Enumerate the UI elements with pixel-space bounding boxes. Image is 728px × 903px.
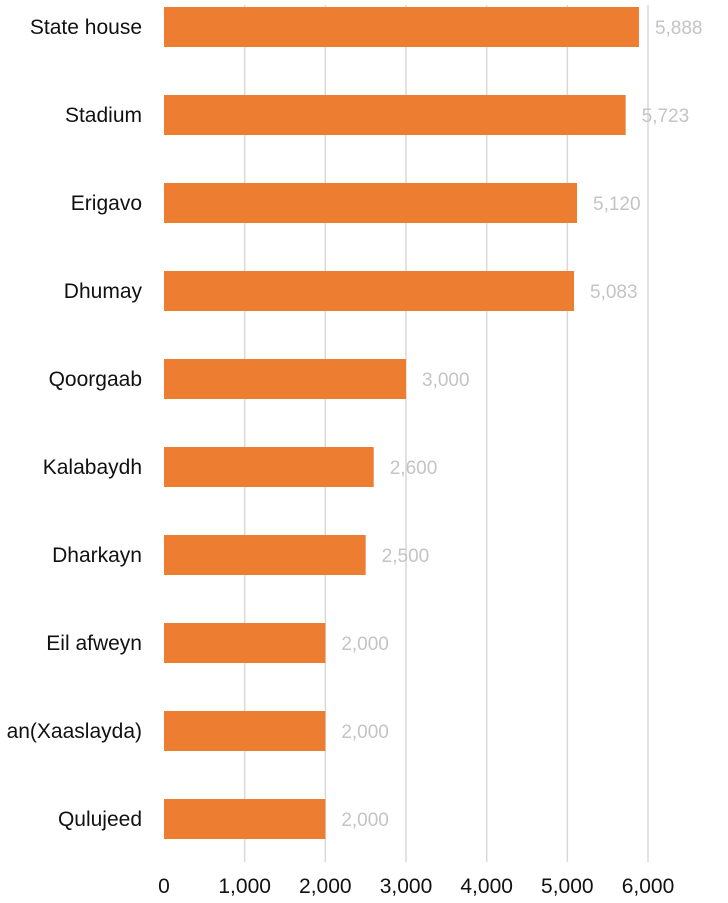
data-label: 2,000 [341, 634, 389, 655]
category-label: Eil afweyn [46, 632, 142, 655]
data-label: 3,000 [422, 370, 470, 391]
data-label: 2,000 [341, 722, 389, 743]
bar [164, 95, 626, 135]
bar [164, 535, 366, 575]
category-label: Dhumay [64, 280, 143, 303]
data-label: 5,083 [590, 282, 638, 303]
x-axis-ticks: 0 1,000 2,000 3,000 4,000 5,000 6,000 [158, 875, 674, 898]
bar [164, 271, 575, 311]
x-tick-label: 3,000 [380, 875, 433, 898]
category-label: Qulujeed [58, 808, 142, 831]
category-label: Erigavo [71, 192, 142, 215]
category-label: Kalabaydh [43, 456, 142, 479]
x-tick-label: 4,000 [460, 875, 513, 898]
x-tick-label: 1,000 [218, 875, 271, 898]
category-label: State house [30, 16, 142, 39]
data-label: 2,500 [382, 546, 430, 567]
category-label: Qoorgaab [49, 368, 142, 391]
x-tick-label: 2,000 [299, 875, 352, 898]
x-tick-label: 6,000 [622, 875, 675, 898]
bar [164, 7, 639, 47]
x-tick-label: 5,000 [541, 875, 594, 898]
bar [164, 359, 406, 399]
data-label: 5,723 [642, 106, 690, 127]
bar [164, 623, 326, 663]
bar [164, 183, 578, 223]
value-labels: 5,888 5,723 5,120 5,083 3,000 2,600 2,500 2,000… [341, 18, 702, 831]
category-labels: State house Stadium Erigavo Dhumay Qoorgaab K… [7, 16, 143, 831]
data-label: 5,120 [593, 194, 641, 215]
category-label: an(Xaaslayda) [7, 720, 142, 743]
bar [164, 447, 374, 487]
data-label: 2,000 [341, 810, 389, 831]
x-tick-label: 0 [158, 875, 170, 898]
category-label: Stadium [65, 104, 142, 127]
bars [164, 7, 639, 839]
data-label: 5,888 [655, 18, 703, 39]
bar [164, 711, 326, 751]
category-label: Dharkayn [52, 544, 142, 567]
bar [164, 799, 326, 839]
data-label: 2,600 [390, 458, 438, 479]
